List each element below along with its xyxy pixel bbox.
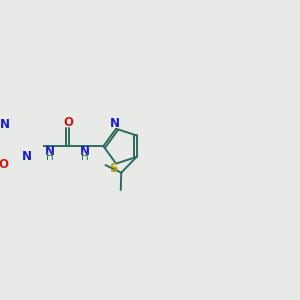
Text: H: H [46,152,54,162]
Text: N: N [110,117,120,130]
Text: N: N [45,145,55,158]
Text: S: S [109,162,117,175]
Text: H: H [81,152,89,162]
Text: N: N [22,150,32,163]
Text: O: O [0,158,8,172]
Text: N: N [0,118,10,131]
Text: N: N [80,145,90,158]
Text: O: O [64,116,74,129]
